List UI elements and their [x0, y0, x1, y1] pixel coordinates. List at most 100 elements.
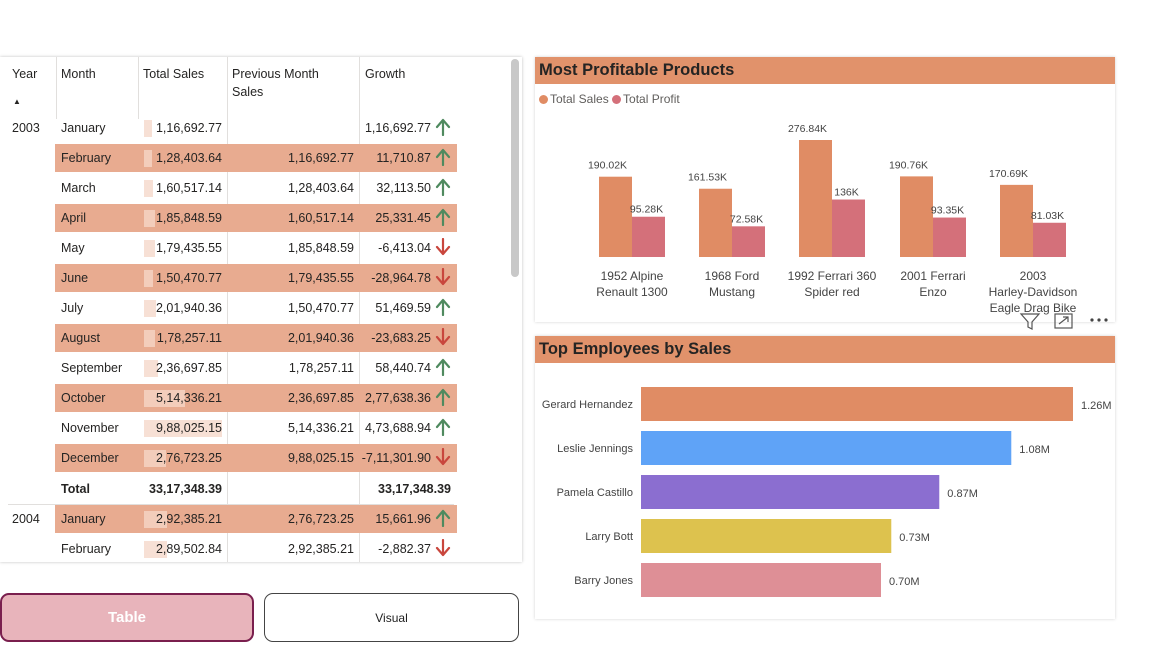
- cell-previous-month-sales: 5,14,336.21: [287, 421, 354, 435]
- scrollbar-thumb[interactable]: [511, 59, 519, 277]
- cell-month: June: [61, 271, 89, 285]
- bar-total-sales[interactable]: [699, 188, 732, 257]
- header-growth[interactable]: Growth: [365, 67, 406, 81]
- cell-total-sales: 1,78,257.11: [144, 324, 224, 352]
- cell-total-sales: 1,79,435.55: [144, 234, 224, 262]
- table-row[interactable]: February 2,89,502.84 2,92,385.21 -2,882.37: [55, 535, 457, 562]
- employee-bar[interactable]: [641, 431, 1012, 465]
- arrow-down-icon: [435, 237, 451, 256]
- cell-total-sales: 2,76,723.25: [144, 444, 224, 472]
- cell-total-sales: 1,16,692.77: [144, 114, 224, 142]
- header-total-sales[interactable]: Total Sales: [143, 67, 205, 81]
- header-month[interactable]: Month: [61, 67, 96, 81]
- bar-total-profit[interactable]: [632, 216, 665, 257]
- legend-item-total-profit[interactable]: Total Profit: [612, 92, 680, 106]
- top-employees-chart[interactable]: Top Employees by Sales Gerard Hernandez 1…: [535, 336, 1115, 619]
- bar-total-profit[interactable]: [832, 199, 865, 257]
- most-profitable-products-chart[interactable]: Most Profitable Products Total Sales Tot…: [535, 57, 1115, 322]
- table-row[interactable]: April 1,85,848.59 1,60,517.14 25,331.45: [55, 204, 457, 232]
- bar-total-sales[interactable]: [900, 176, 933, 257]
- sort-ascending-icon[interactable]: ▲: [13, 97, 21, 106]
- employee-bar[interactable]: [641, 475, 940, 509]
- employee-bar[interactable]: [641, 563, 881, 597]
- arrow-down-icon: [435, 447, 451, 466]
- cell-previous-month-sales: 2,01,940.36: [287, 331, 354, 345]
- cell-total-sales-value: 2,36,697.85: [155, 361, 222, 375]
- table-row[interactable]: December 2,76,723.25 9,88,025.15 -7,11,301.…: [55, 444, 457, 472]
- bar-total-profit[interactable]: [732, 226, 765, 257]
- data-bar: [144, 541, 167, 558]
- data-bar: [144, 420, 222, 437]
- data-bar: [144, 270, 154, 287]
- cell-previous-month-sales: 1,78,257.11: [288, 361, 354, 375]
- total-label: Total: [61, 482, 90, 496]
- cell-growth: 4,73,688.94: [364, 421, 431, 435]
- cell-total-sales: 1,28,403.64: [144, 144, 224, 172]
- cell-total-sales-value: 5,14,336.21: [155, 391, 222, 405]
- cell-month: January: [61, 512, 106, 526]
- header-previous-month-sales[interactable]: Previous Month Sales: [232, 67, 319, 99]
- table-row[interactable]: May 1,79,435.55 1,85,848.59 -6,413.04: [55, 234, 457, 262]
- category-label: 2001 Ferrari: [900, 269, 965, 283]
- bar-total-profit[interactable]: [1033, 222, 1066, 257]
- chart-legend: Total Sales Total Profit: [539, 92, 680, 106]
- bar-total-sales[interactable]: [799, 140, 832, 257]
- cell-total-sales-value: 1,28,403.64: [155, 151, 222, 165]
- data-label: 190.02K: [588, 160, 627, 172]
- employee-bar[interactable]: [641, 519, 892, 553]
- data-bar: [144, 330, 155, 347]
- data-label: 93.35K: [931, 205, 964, 217]
- cell-month: February: [61, 542, 112, 556]
- total-sales-value: 33,17,348.39: [149, 482, 222, 496]
- filter-icon[interactable]: [1019, 313, 1041, 330]
- table-row[interactable]: March 1,60,517.14 1,28,403.64 32,113.50: [55, 174, 457, 202]
- cell-previous-month-sales: 1,85,848.59: [287, 241, 354, 255]
- cell-month: August: [61, 331, 100, 345]
- focus-mode-icon[interactable]: [1054, 313, 1073, 329]
- cell-growth: 58,440.74: [375, 361, 431, 375]
- cell-total-sales-value: 9,88,025.15: [155, 421, 222, 435]
- legend-item-total-sales[interactable]: Total Sales: [539, 92, 609, 106]
- table-row[interactable]: January 1,16,692.77 1,16,692.77: [55, 114, 457, 142]
- category-label: Enzo: [919, 285, 947, 299]
- cell-total-sales-value: 2,76,723.25: [155, 451, 222, 465]
- column-divider: [56, 57, 57, 119]
- cell-month: March: [61, 181, 96, 195]
- cell-total-sales-value: 1,79,435.55: [155, 241, 222, 255]
- employee-name-label: Barry Jones: [574, 575, 633, 587]
- cell-growth: 2,77,638.36: [364, 391, 431, 405]
- cell-total-sales-value: 1,85,848.59: [155, 211, 222, 225]
- cell-total-sales-value: 2,01,940.36: [155, 301, 222, 315]
- table-button[interactable]: Table: [0, 593, 254, 642]
- cell-growth: 11,710.87: [376, 151, 431, 165]
- cell-growth: 32,113.50: [376, 181, 431, 195]
- more-options-icon[interactable]: [1090, 318, 1108, 322]
- cell-previous-month-sales: 1,28,403.64: [287, 181, 354, 195]
- cell-month: September: [61, 361, 123, 375]
- table-row[interactable]: February 1,28,403.64 1,16,692.77 11,710.87: [55, 144, 457, 172]
- table-row[interactable]: June 1,50,470.77 1,79,435.55 -28,964.78: [55, 264, 457, 292]
- header-year[interactable]: Year: [12, 67, 38, 81]
- table-row[interactable]: October 5,14,336.21 2,36,697.85 2,77,638.36: [55, 384, 457, 412]
- arrow-up-icon: [435, 148, 451, 167]
- table-row[interactable]: January 2,92,385.21 2,76,723.25 15,661.96: [55, 505, 457, 533]
- cell-year: 2003: [12, 121, 40, 135]
- cell-month: November: [61, 421, 119, 435]
- cell-previous-month-sales: 2,36,697.85: [287, 391, 354, 405]
- bar-total-profit[interactable]: [933, 217, 966, 257]
- employee-bar[interactable]: [641, 387, 1073, 421]
- table-row[interactable]: July 2,01,940.36 1,50,470.77 51,469.59: [55, 294, 457, 322]
- table-row[interactable]: August 1,78,257.11 2,01,940.36 -23,683.25: [55, 324, 457, 352]
- cell-month: January: [61, 121, 106, 135]
- visual-button[interactable]: Visual: [264, 593, 519, 642]
- employee-name-label: Larry Bott: [585, 531, 633, 543]
- visual-header-icons: [1018, 311, 1118, 331]
- bar-total-sales[interactable]: [599, 176, 632, 257]
- year-separator: [8, 504, 454, 505]
- data-bar: [144, 360, 159, 377]
- bar-total-sales[interactable]: [1000, 184, 1033, 257]
- sales-table: Year Month Total Sales Previous Month Sal…: [0, 57, 522, 562]
- table-row[interactable]: November 9,88,025.15 5,14,336.21 4,73,688.9…: [55, 414, 457, 442]
- category-label: 1992 Ferrari 360: [788, 269, 877, 283]
- table-row[interactable]: September 2,36,697.85 1,78,257.11 58,440.74: [55, 354, 457, 382]
